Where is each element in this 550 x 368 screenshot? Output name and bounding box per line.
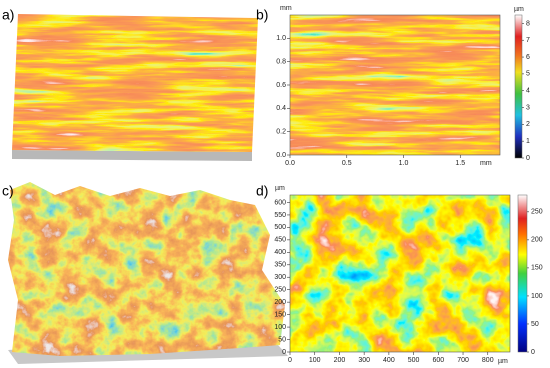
colorbar-tick-label: 1	[526, 138, 530, 145]
y-tick-label: 350	[274, 262, 286, 269]
x-tick-label: 100	[309, 357, 321, 364]
colorbar-tick-label: 100	[531, 293, 543, 300]
colorbar-tick-label: 250	[531, 209, 543, 216]
y-tick-label: 300	[274, 274, 286, 281]
y-tick-label: 0.0	[276, 152, 286, 159]
x-tick-label: 300	[358, 357, 370, 364]
surface-3d	[8, 182, 285, 356]
colorbar-tick-label: 0	[531, 349, 535, 356]
y-tick-label: 200	[274, 299, 286, 306]
height-map	[290, 195, 510, 352]
panel-label: a)	[2, 7, 14, 23]
x-tick-label: 0.5	[342, 160, 352, 167]
y-tick-label: 450	[274, 237, 286, 244]
y-tick-label: 400	[274, 249, 286, 256]
x-tick-label: 200	[334, 357, 346, 364]
y-tick-label: 0.6	[276, 82, 286, 89]
y-tick-label: 600	[274, 199, 286, 206]
colorbar-tick-label: 200	[531, 237, 543, 244]
panel-label: c)	[2, 183, 14, 199]
y-tick-label: 0.8	[276, 59, 286, 66]
x-tick-label: 0	[288, 357, 292, 364]
colorbar-tick-label: 0	[526, 155, 530, 162]
panel-label: d)	[256, 183, 268, 199]
plot-frame	[289, 194, 511, 353]
y-tick-label: 550	[274, 212, 286, 219]
y-tick-label: 500	[274, 224, 286, 231]
y-tick-label: 0.4	[276, 105, 286, 112]
slab-side	[12, 150, 252, 161]
colorbar-tick-label: 3	[526, 104, 530, 111]
y-tick-label: 0.2	[276, 129, 286, 136]
colorbar-tick-label: 6	[526, 54, 530, 61]
x-tick-label: 600	[432, 357, 444, 364]
colorbar-unit: µm	[514, 6, 524, 13]
colorbar-tick-label: 150	[531, 265, 543, 272]
y-tick-label: 100	[274, 324, 286, 331]
x-tick-label: 400	[383, 357, 395, 364]
colorbar-tick-label: 5	[526, 71, 530, 78]
panel-label: b)	[256, 7, 268, 23]
x-tick-label: 500	[408, 357, 420, 364]
y-tick-label: 50	[278, 336, 286, 343]
height-map	[290, 15, 500, 155]
colorbar-tick-label: 8	[526, 20, 530, 27]
y-tick-label: 250	[274, 287, 286, 294]
x-tick-label: 800	[482, 357, 494, 364]
colorbar	[514, 14, 523, 159]
colorbar-tick-label: 50	[531, 321, 539, 328]
y-unit: µm	[275, 185, 285, 192]
x-tick-label: 700	[457, 357, 469, 364]
colorbar	[517, 194, 528, 353]
y-unit: mm	[280, 5, 292, 12]
x-tick-label: 0.0	[285, 160, 295, 167]
colorbar-tick-label: 4	[526, 88, 530, 95]
surface-3d	[12, 14, 258, 152]
y-tick-label: 150	[274, 311, 286, 318]
y-tick-label: 0	[282, 349, 286, 356]
x-tick-label: 1.0	[399, 160, 409, 167]
x-tick-label: 1.5	[455, 160, 465, 167]
colorbar-tick-label: 7	[526, 37, 530, 44]
y-tick-label: 1.0	[276, 35, 286, 42]
colorbar-tick-label: 2	[526, 121, 530, 128]
x-unit: mm	[480, 160, 492, 167]
x-unit: µm	[498, 358, 508, 365]
